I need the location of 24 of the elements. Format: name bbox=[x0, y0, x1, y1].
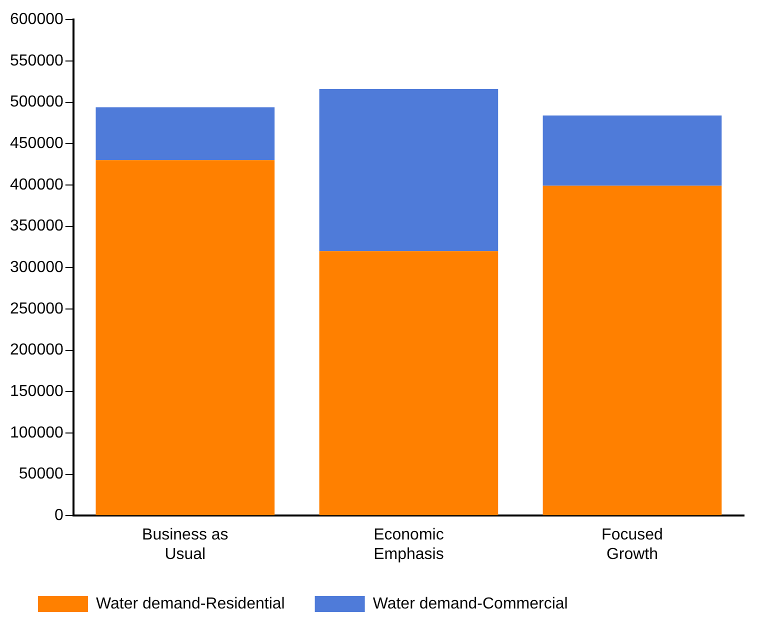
x-tick-label: Business as Usual bbox=[142, 526, 228, 563]
bar bbox=[542, 186, 722, 516]
legend-label: Water demand-Commercial bbox=[372, 595, 568, 612]
y-tick-label: 100000 bbox=[10, 424, 64, 442]
y-tick-label: 300000 bbox=[10, 259, 64, 276]
y-tick-label: 150000 bbox=[10, 383, 64, 400]
y-tick-label: 350000 bbox=[10, 218, 64, 235]
y-tick-label: 400000 bbox=[10, 176, 64, 194]
y-tick-label: 550000 bbox=[10, 52, 64, 70]
y-tick-label: 250000 bbox=[10, 300, 64, 318]
y-tick-label: 450000 bbox=[10, 135, 64, 152]
bar bbox=[96, 160, 275, 516]
bar bbox=[96, 107, 275, 160]
y-tick-label: 0 bbox=[54, 507, 64, 524]
y-tick-label: 200000 bbox=[10, 342, 64, 359]
legend-label: Water demand-Residential bbox=[96, 595, 285, 612]
y-tick-label: 600000 bbox=[10, 11, 64, 28]
x-tick-label: Focused Growth bbox=[602, 526, 663, 563]
y-tick-label: 500000 bbox=[10, 94, 64, 111]
x-tick-label: Economic Emphasis bbox=[374, 526, 444, 563]
y-tick-label: 50000 bbox=[18, 466, 64, 483]
bar bbox=[319, 89, 498, 252]
bar bbox=[542, 115, 722, 186]
bar bbox=[319, 251, 498, 516]
